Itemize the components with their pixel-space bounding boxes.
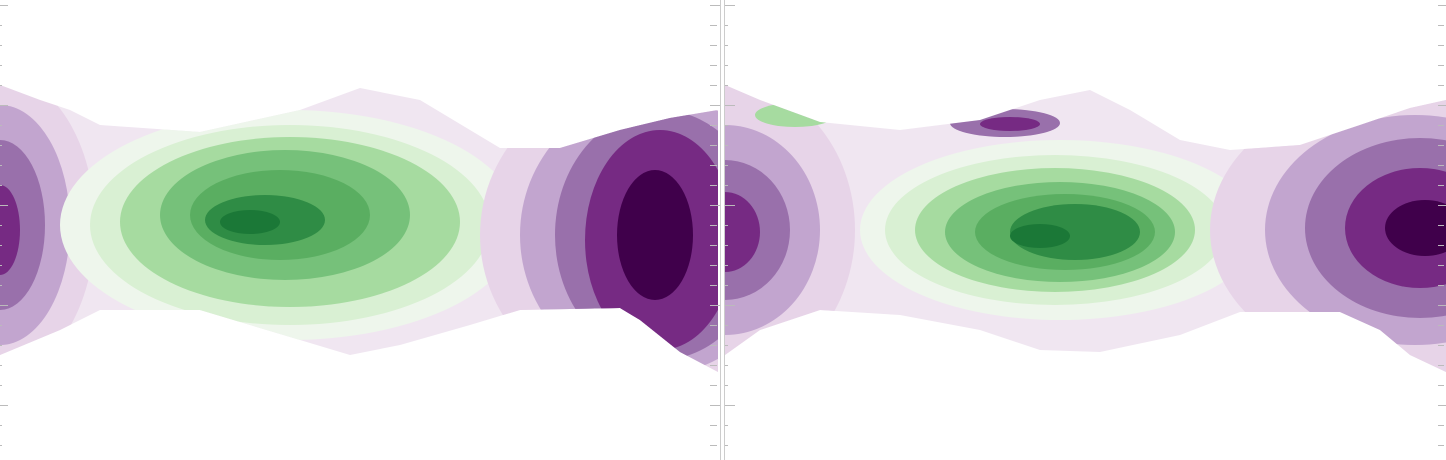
contour-panel-right: [725, 85, 1446, 372]
tick-marks: [0, 5, 1446, 446]
contour-panel-left: [0, 85, 718, 372]
